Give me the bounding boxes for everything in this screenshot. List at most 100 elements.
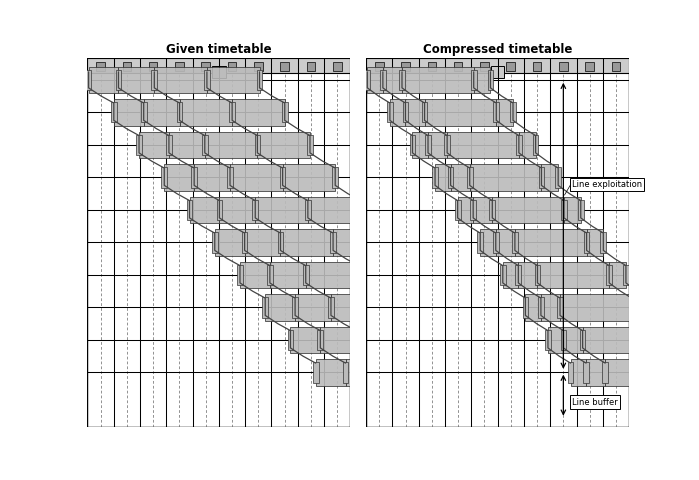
Bar [353, 330, 359, 350]
Bar [320, 326, 356, 353]
Bar [691, 362, 696, 383]
Bar [586, 229, 603, 256]
Bar [280, 229, 333, 256]
Text: Line exploitation: Line exploitation [572, 180, 642, 189]
Bar [445, 135, 450, 155]
Bar [212, 66, 226, 78]
Bar [114, 99, 144, 126]
Bar [538, 167, 545, 188]
Bar [242, 232, 247, 252]
Bar [359, 262, 411, 288]
Bar [328, 297, 334, 318]
Bar [500, 265, 505, 285]
Bar [519, 132, 535, 158]
Bar [605, 359, 677, 386]
Bar [538, 297, 544, 318]
Bar [533, 135, 538, 155]
Bar [122, 62, 131, 72]
Bar [169, 132, 205, 158]
Bar [603, 362, 608, 383]
Bar [493, 102, 499, 122]
Bar [559, 62, 568, 72]
Bar [447, 132, 519, 158]
Bar [356, 265, 361, 285]
Bar [356, 326, 409, 353]
Bar [313, 362, 319, 383]
Bar [291, 326, 320, 353]
Bar [295, 294, 331, 321]
Bar [560, 294, 632, 321]
Bar [609, 262, 626, 288]
Bar [207, 67, 259, 93]
Bar [585, 62, 594, 72]
Bar [330, 232, 336, 252]
Bar [254, 135, 260, 155]
Bar [563, 326, 582, 353]
Bar [399, 70, 405, 90]
Bar [308, 196, 361, 223]
Bar [333, 229, 386, 256]
Bar [280, 62, 289, 72]
Bar [629, 297, 635, 318]
Bar [489, 200, 495, 220]
Bar [144, 99, 180, 126]
Bar [282, 164, 336, 191]
Bar [139, 132, 169, 158]
Bar [493, 232, 498, 252]
Bar [118, 67, 154, 93]
Bar [564, 196, 581, 223]
Bar [316, 359, 345, 386]
Bar [333, 62, 342, 72]
Bar [480, 62, 489, 72]
Bar [600, 232, 606, 252]
Bar [612, 62, 620, 72]
Bar [403, 102, 408, 122]
Bar [136, 135, 142, 155]
Bar [424, 99, 496, 126]
Bar [229, 102, 235, 122]
Bar [448, 167, 454, 188]
Bar [194, 164, 230, 191]
Bar [519, 262, 538, 288]
Bar [668, 330, 674, 350]
Bar [270, 262, 305, 288]
Bar [570, 359, 586, 386]
Bar [480, 229, 496, 256]
Bar [189, 196, 219, 223]
Bar [380, 70, 386, 90]
Bar [557, 297, 563, 318]
Bar [409, 326, 461, 353]
Bar [343, 362, 348, 383]
Bar [280, 167, 285, 188]
Text: Line buffer: Line buffer [572, 397, 617, 407]
Bar [187, 200, 192, 220]
Bar [491, 66, 504, 78]
Bar [533, 62, 541, 72]
Bar [467, 167, 473, 188]
Bar [255, 196, 308, 223]
Bar [161, 167, 167, 188]
Bar [96, 62, 105, 72]
Bar [111, 102, 117, 122]
Bar [177, 102, 182, 122]
Title: Given timetable: Given timetable [166, 43, 272, 57]
Bar [428, 132, 447, 158]
Bar [265, 294, 295, 321]
Bar [366, 58, 629, 73]
Bar [201, 62, 210, 72]
Bar [488, 70, 493, 90]
Bar [406, 330, 412, 350]
Bar [674, 362, 680, 383]
Bar [89, 67, 118, 93]
Bar [507, 62, 515, 72]
Bar [287, 330, 294, 350]
Bar [367, 67, 383, 93]
Bar [470, 164, 542, 191]
Bar [87, 58, 350, 73]
Bar [496, 229, 515, 256]
Bar [383, 232, 389, 252]
Bar [535, 265, 540, 285]
Bar [364, 70, 370, 90]
Bar [252, 200, 258, 220]
Bar [180, 99, 232, 126]
